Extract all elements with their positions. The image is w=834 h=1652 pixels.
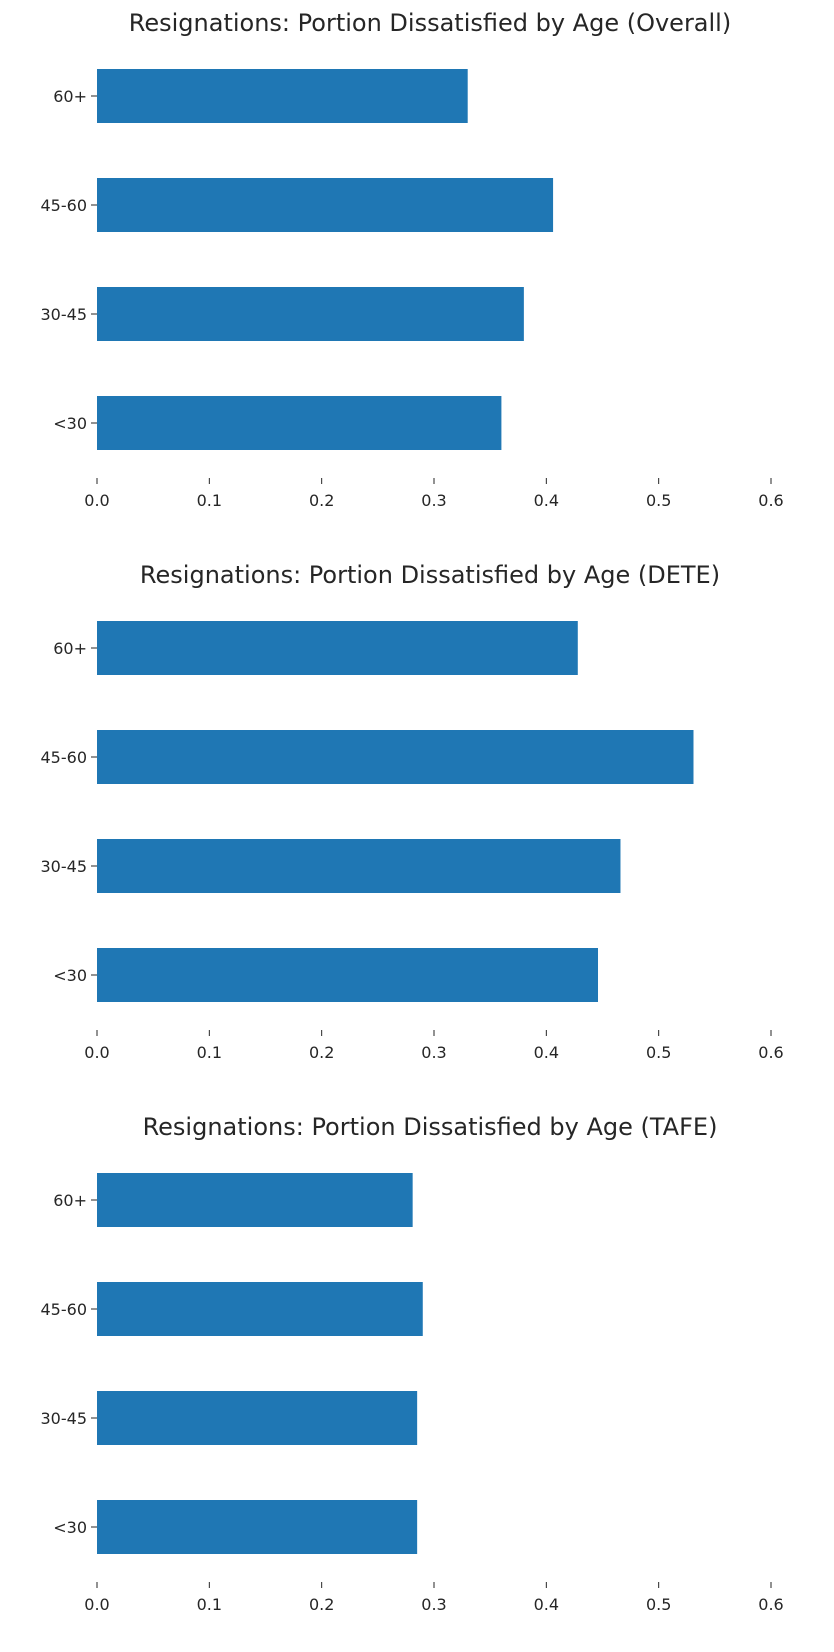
x-tick-label: 0.6 bbox=[758, 1043, 783, 1062]
x-tick-label: 0.5 bbox=[646, 491, 671, 510]
x-tick-label: 0.6 bbox=[758, 491, 783, 510]
x-tick-label: 0.3 bbox=[421, 491, 446, 510]
y-tick-label: 45-60 bbox=[41, 196, 88, 215]
x-tick-label: 0.1 bbox=[197, 1595, 222, 1614]
x-tick-label: 0.6 bbox=[758, 1595, 783, 1614]
x-tick-label: 0.0 bbox=[84, 491, 109, 510]
bar-30-45 bbox=[97, 1391, 418, 1445]
y-tick-label: 30-45 bbox=[41, 305, 88, 324]
y-tick-label: <30 bbox=[53, 414, 87, 433]
x-tick-label: 0.4 bbox=[534, 1043, 559, 1062]
y-tick-label: 30-45 bbox=[41, 1409, 88, 1428]
chart-title: Resignations: Portion Dissatisfied by Ag… bbox=[140, 561, 720, 589]
bar-30 bbox=[97, 396, 502, 450]
y-tick-label: <30 bbox=[53, 966, 87, 985]
bar-45-60 bbox=[97, 178, 554, 232]
y-tick-label: 60+ bbox=[53, 639, 87, 658]
chart-title: Resignations: Portion Dissatisfied by Ag… bbox=[129, 9, 731, 37]
bar-60 bbox=[97, 69, 468, 123]
x-tick-label: 0.4 bbox=[534, 1595, 559, 1614]
chart-tafe-svg: Resignations: Portion Dissatisfied by Ag… bbox=[41, 1113, 784, 1614]
y-tick-label: 45-60 bbox=[41, 1300, 88, 1319]
bar-30 bbox=[97, 948, 599, 1002]
x-tick-label: 0.0 bbox=[84, 1043, 109, 1062]
chart-tafe: Resignations: Portion Dissatisfied by Ag… bbox=[0, 1104, 834, 1652]
y-tick-label: 45-60 bbox=[41, 748, 88, 767]
x-tick-label: 0.3 bbox=[421, 1043, 446, 1062]
x-tick-label: 0.2 bbox=[309, 1595, 334, 1614]
chart-title: Resignations: Portion Dissatisfied by Ag… bbox=[143, 1113, 718, 1141]
bar-45-60 bbox=[97, 1282, 423, 1336]
x-tick-label: 0.1 bbox=[197, 1043, 222, 1062]
bar-45-60 bbox=[97, 730, 694, 784]
chart-overall-svg: Resignations: Portion Dissatisfied by Ag… bbox=[41, 9, 784, 510]
x-tick-label: 0.2 bbox=[309, 491, 334, 510]
bar-60 bbox=[97, 1173, 413, 1227]
bar-30-45 bbox=[97, 287, 524, 341]
y-tick-label: 30-45 bbox=[41, 857, 88, 876]
bar-30 bbox=[97, 1500, 418, 1554]
chart-dete-svg: Resignations: Portion Dissatisfied by Ag… bbox=[41, 561, 784, 1062]
chart-overall: Resignations: Portion Dissatisfied by Ag… bbox=[0, 0, 834, 548]
y-tick-label: 60+ bbox=[53, 1191, 87, 1210]
x-tick-label: 0.4 bbox=[534, 491, 559, 510]
x-tick-label: 0.1 bbox=[197, 491, 222, 510]
bar-60 bbox=[97, 621, 578, 675]
x-tick-label: 0.0 bbox=[84, 1595, 109, 1614]
y-tick-label: <30 bbox=[53, 1518, 87, 1537]
x-tick-label: 0.5 bbox=[646, 1595, 671, 1614]
chart-dete: Resignations: Portion Dissatisfied by Ag… bbox=[0, 552, 834, 1100]
y-tick-label: 60+ bbox=[53, 87, 87, 106]
x-tick-label: 0.5 bbox=[646, 1043, 671, 1062]
bar-30-45 bbox=[97, 839, 621, 893]
x-tick-label: 0.2 bbox=[309, 1043, 334, 1062]
x-tick-label: 0.3 bbox=[421, 1595, 446, 1614]
